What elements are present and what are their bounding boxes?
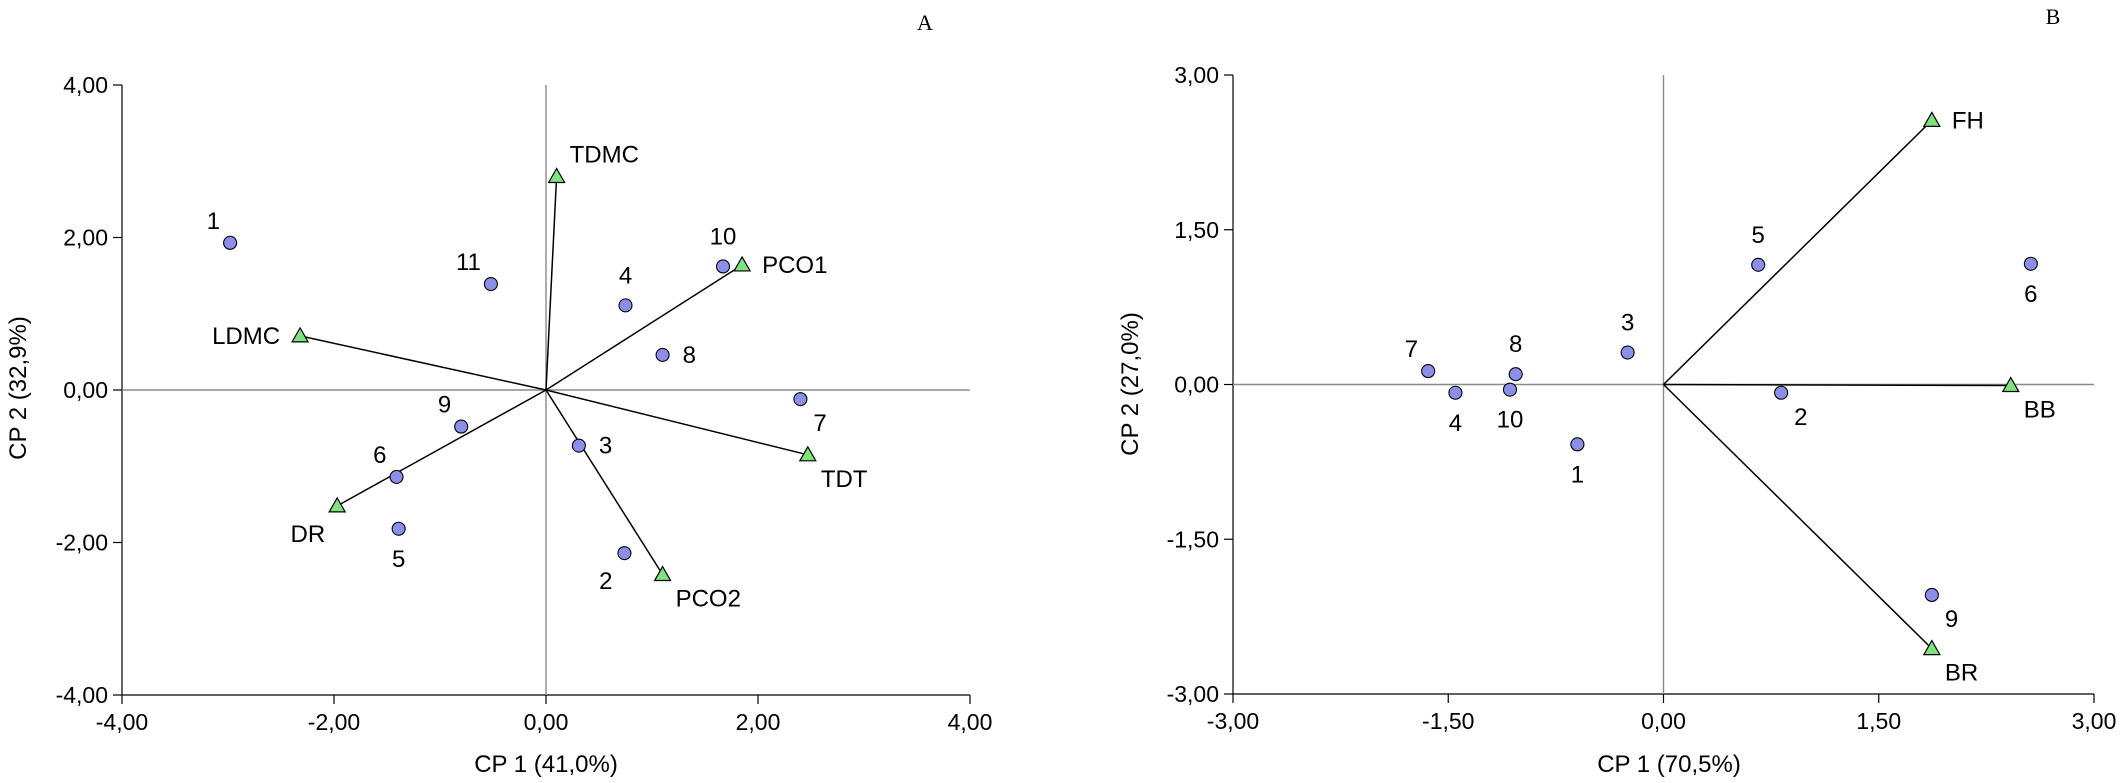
panel-b-point-1 [1570,437,1585,452]
panel-a-x-tick-label: 0,00 [524,709,569,735]
panel-b-point-label-2: 2 [1794,404,1807,431]
panel-a-vector-marker-tdmc [547,167,566,184]
panel-a-y-tick-label: 2,00 [63,225,108,251]
panel-a-point-label-7: 7 [813,410,826,437]
panel-b-x-axis-title: CP 1 (70,5%) [1597,751,1741,778]
panel-b-vector-marker-fh [1922,111,1941,127]
panel-a-vector-label-pco2: PCO2 [676,586,741,613]
panel-b-point-6 [2023,256,2038,271]
panel-b-y-tick-label: 3,00 [1174,62,1219,88]
panel-a-biplot: A CP 1 (41,0%) CP 2 (32,9%) -4,00 -2,00 0,… [5,10,992,778]
panel-b-point-3 [1620,345,1635,360]
panel-b-letter: B [2046,4,2061,29]
panel-b-point-label-8: 8 [1509,331,1522,358]
panel-a-point-9 [454,419,469,434]
panel-a-vector-marker-dr [328,496,347,513]
panel-b-vector-label-bb: BB [2024,397,2056,424]
panel-b-point-8 [1508,367,1523,382]
panel-b-point-label-6: 6 [2024,281,2037,308]
panel-a-x-axis-title: CP 1 (41,0%) [474,751,618,778]
panel-a-point-8 [655,347,670,362]
panel-a-point-label-8: 8 [683,342,696,369]
panel-b-y-axis-title: CP 2 (27,0%) [1117,312,1144,456]
panel-b-point-label-4: 4 [1449,410,1462,437]
panel-a-point-5 [391,521,406,536]
panel-a-point-label-2: 2 [599,568,612,595]
panel-a-vector-label-pco1: PCO1 [762,252,827,279]
panel-a-point-11 [483,276,498,292]
panel-a-point-label-1: 1 [207,208,220,235]
panel-b-vector-bb [1663,383,2011,387]
panel-a-y-tick-label: 4,00 [63,72,108,98]
panel-a-y-tick-label: -4,00 [56,682,108,708]
panel-b-vector-fh [1662,119,1933,386]
panel-a-point-label-6: 6 [373,442,386,469]
panel-a-vector-marker-ldmc [291,326,310,343]
panel-a-y-tick-label: -2,00 [56,530,108,556]
panel-b-vector-br [1662,383,1933,650]
panel-a-y-tick-label: 0,00 [63,377,108,403]
panel-b-y-tick-label: 0,00 [1174,372,1219,398]
panel-b-point-9 [1924,587,1939,603]
panel-a-point-label-5: 5 [392,546,405,573]
panel-b-point-label-3: 3 [1621,310,1634,337]
panel-a-point-label-9: 9 [438,392,451,419]
panel-b-point-label-10: 10 [1497,407,1524,434]
panel-a-x-tick-label: 4,00 [948,709,993,735]
panel-a-point-6 [389,469,404,484]
panel-a-letter: A [917,10,933,35]
panel-b-vector-marker-br [1922,639,1941,656]
panel-b-y-tick-label: -1,50 [1167,526,1219,552]
panel-a-vector-tdmc [545,176,558,391]
panel-b-point-label-7: 7 [1405,336,1418,363]
panel-b-point-7 [1421,364,1436,379]
panel-a-vector-ldmc [299,335,547,391]
panel-b-x-tick-label: -3,00 [1207,708,1259,734]
panel-b-vector-marker-bb [2001,376,2020,393]
panel-a-point-label-4: 4 [619,262,632,289]
panel-b-point-4 [1448,385,1463,400]
panel-a-point-label-3: 3 [599,433,612,460]
panel-a-point-3 [571,438,586,453]
panel-a-y-axis-title: CP 2 (32,9%) [5,316,32,460]
panel-a-vector-label-tdmc: TDMC [570,142,639,169]
panel-a-vector-dr [336,389,547,507]
panel-a-vector-marker-pco1 [733,255,752,272]
panel-a-vector-label-tdt: TDT [821,466,868,493]
panel-b-y-tick-label: 1,50 [1174,217,1219,243]
panel-b-biplot: B CP 1 (70,5%) CP 2 (27,0%) -3,00 -1,50 0,… [1117,4,2116,778]
panel-a-vector-label-dr: DR [291,521,326,548]
panel-b-point-5 [1751,257,1766,272]
panel-a-vector-label-ldmc: LDMC [212,323,280,350]
panel-b-point-label-5: 5 [1752,222,1765,249]
panel-b-point-10 [1502,382,1518,397]
panel-b-point-label-9: 9 [1945,606,1958,633]
panel-b-vector-label-fh: FH [1952,107,1984,134]
panel-b-x-tick-label: -1,50 [1422,708,1474,734]
panel-a-x-tick-label: -4,00 [96,709,148,735]
panel-a-vector-tdt [545,389,809,456]
panel-b-x-tick-label: 0,00 [1641,708,1686,734]
panel-b-vector-label-br: BR [1945,660,1978,687]
panel-b-point-2 [1774,385,1789,400]
panel-b-y-tick-label: -3,00 [1167,681,1219,707]
panel-a-x-tick-label: -2,00 [308,709,360,735]
panel-a-point-label-10: 10 [710,223,737,250]
panel-a-vector-marker-pco2 [653,565,672,582]
panel-a-point-2 [617,546,632,561]
panel-a-point-label-11: 11 [456,249,481,276]
panel-a-vector-pco2 [545,389,664,575]
panel-a-point-1 [223,235,238,250]
panel-a-point-7 [793,392,808,407]
panel-a-point-4 [618,298,633,313]
panel-a-vector-marker-tdt [798,445,817,462]
panel-a-vector-pco1 [545,264,743,391]
panel-b-point-label-1: 1 [1571,461,1584,488]
panel-b-x-tick-label: 3,00 [2072,708,2117,734]
panel-a-x-tick-label: 2,00 [736,709,781,735]
panel-a-point-10 [715,259,731,274]
panel-b-x-tick-label: 1,50 [1856,708,1901,734]
